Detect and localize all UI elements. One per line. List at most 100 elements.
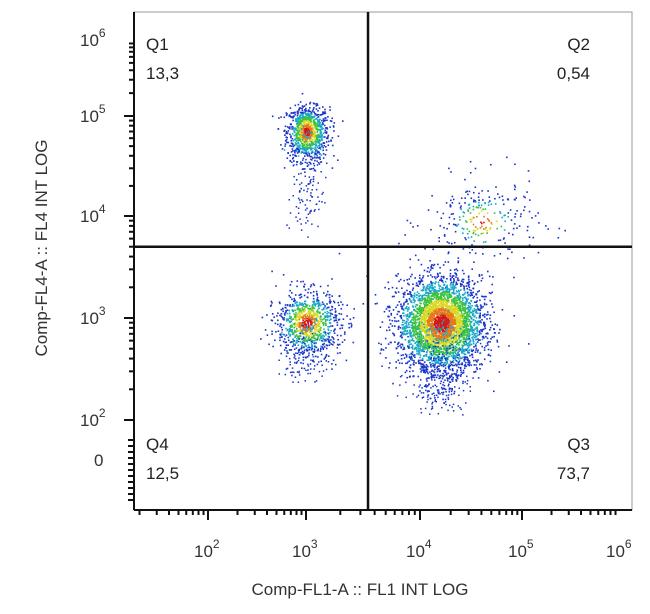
event-dot [428,338,431,341]
event-dot [418,350,420,353]
event-dot [447,251,450,253]
event-dot [441,321,444,323]
event-dot [409,312,411,315]
event-dot [446,360,448,363]
event-dot [445,304,448,306]
event-dot [454,337,457,340]
event-dot [431,338,434,340]
event-dot [455,353,458,356]
event-dot [419,345,421,348]
event-dot [325,132,328,134]
event-dot [431,319,434,322]
event-dot [462,281,464,283]
event-dot [296,152,299,154]
event-dot [441,352,444,355]
event-dot [428,357,430,359]
event-dot [430,295,432,298]
event-dot [452,291,455,293]
event-dot [412,297,415,299]
event-dot [294,128,297,131]
event-dot [297,111,300,113]
event-dot [442,381,445,384]
event-dot [453,305,455,308]
event-dot [416,296,418,299]
event-dot [446,312,449,314]
event-dot [404,322,406,325]
event-dot [460,285,462,287]
event-dot [425,347,428,350]
event-dot [468,363,471,365]
event-dot [460,371,463,374]
event-dot [391,319,394,322]
event-dot [448,334,450,336]
event-dot [291,161,293,164]
event-dot [432,351,435,354]
event-dot [297,122,300,125]
event-dot [295,140,298,142]
event-dot [478,275,481,277]
event-dot [427,356,430,358]
event-dot [416,350,418,353]
event-dot [419,314,421,316]
event-dot [449,333,451,335]
event-dot [473,308,476,310]
event-dot [434,368,436,371]
event-dot [512,227,515,230]
event-dot [442,353,445,355]
event-dot [413,340,415,342]
event-dot [289,154,291,157]
event-dot [304,112,306,114]
event-dot [442,290,445,293]
event-dot [417,394,420,397]
event-dot [479,299,481,302]
event-dot [439,370,441,373]
event-dot [295,147,298,150]
event-dot [451,319,454,322]
event-dot [322,106,324,108]
event-dot [293,129,295,131]
event-dot [437,353,439,356]
event-dot [472,339,474,342]
event-dot [310,178,312,181]
event-dot [438,330,440,333]
event-dot [434,334,437,336]
event-dot [438,391,440,393]
event-dot [316,164,319,166]
event-dot [431,403,433,405]
event-dot [451,311,453,314]
event-dot [410,332,413,334]
event-dot [431,336,434,339]
event-dot [385,308,388,310]
event-dot [446,287,448,289]
event-dot [442,313,445,315]
event-dot [489,299,492,302]
event-dot [477,339,480,341]
event-dot [318,163,321,165]
event-dot [547,228,549,230]
event-dot [417,307,419,309]
event-dot [439,363,441,365]
event-dot [472,342,475,345]
event-dot [412,375,415,377]
event-dot [315,127,318,129]
event-dot [503,237,505,239]
event-dot [434,364,436,366]
event-dot [462,389,465,392]
event-dot [456,279,459,281]
event-dot [426,298,429,301]
event-dot [456,342,459,344]
event-dot [481,364,483,366]
event-dot [430,280,432,283]
event-dot [414,318,416,321]
event-dot [311,128,313,130]
event-dot [430,363,432,366]
event-dot [322,123,324,125]
event-dot [300,187,302,190]
event-dot [468,360,470,362]
event-dot [436,316,438,319]
event-dot [466,282,469,284]
event-dot [485,226,487,229]
event-dot [314,153,316,155]
event-dot [424,310,426,313]
event-dot [409,341,411,343]
